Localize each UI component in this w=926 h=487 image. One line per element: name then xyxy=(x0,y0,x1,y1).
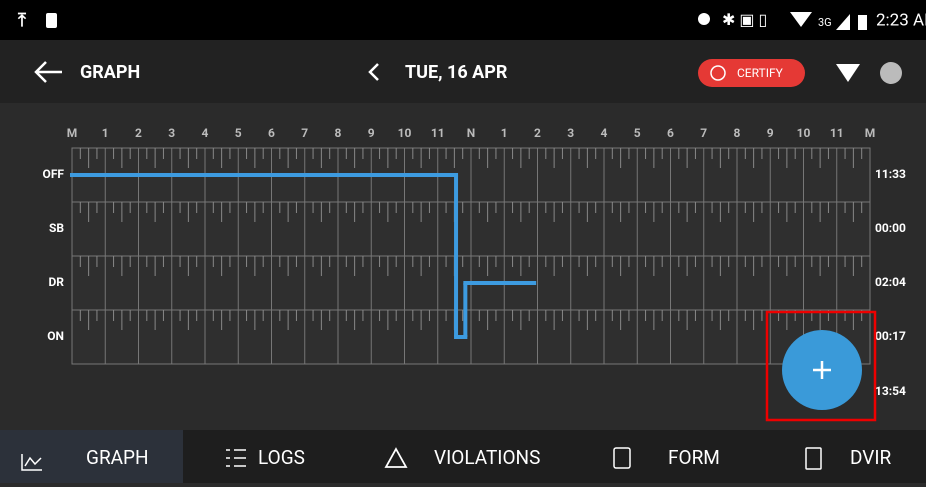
nav-tab[interactable]: VIOLATIONS xyxy=(434,446,540,469)
phone-icon xyxy=(46,13,57,28)
logs-icon xyxy=(226,449,246,467)
hour-label: 11 xyxy=(431,126,445,140)
row-label: ON xyxy=(47,329,64,343)
graph-icon xyxy=(21,454,42,471)
hour-label: 10 xyxy=(398,126,412,140)
row-label: DR xyxy=(49,275,65,289)
row-total: 00:00 xyxy=(875,221,906,235)
sync-button[interactable] xyxy=(880,62,902,84)
hour-label: 9 xyxy=(368,126,375,140)
hour-label: 7 xyxy=(700,126,707,140)
hour-label: 5 xyxy=(235,126,242,140)
hour-label: 6 xyxy=(667,126,674,140)
hour-label: 4 xyxy=(601,126,608,140)
graph: OFF 11:33 SB 00:00 DR 02:04 ON 00:17 13:54 M 1 2 3 4 5… xyxy=(43,126,906,398)
battery-icon xyxy=(858,15,867,30)
hour-label: 3 xyxy=(168,126,175,140)
header-title: GRAPH xyxy=(80,62,140,83)
row-total: 00:17 xyxy=(875,329,906,343)
upload-icon: ⤒ xyxy=(17,10,27,31)
wifi-icon xyxy=(790,12,812,27)
hour-label: 8 xyxy=(335,126,342,140)
row-label: SB xyxy=(49,221,64,235)
certify-label: CERTIFY xyxy=(737,66,784,80)
hour-label: M xyxy=(865,126,876,140)
hour-label: 2 xyxy=(534,126,541,140)
hour-label: 7 xyxy=(301,126,308,140)
status-icons: ✱ ▣ ▯ xyxy=(722,10,767,29)
hour-label: 2 xyxy=(135,126,142,140)
row-total: 02:04 xyxy=(875,275,906,289)
time: 2:23 AM xyxy=(876,10,926,30)
nav-tab[interactable]: LOGS xyxy=(258,446,305,469)
row-label: OFF xyxy=(43,167,65,181)
signal-icon xyxy=(836,14,850,30)
wifi-icon xyxy=(836,64,860,82)
violations-icon xyxy=(384,447,408,468)
add-icon xyxy=(813,361,831,379)
hour-label: 5 xyxy=(634,126,641,140)
network: 3G xyxy=(818,16,832,29)
back-button[interactable] xyxy=(34,61,62,83)
location-icon xyxy=(698,13,710,25)
nav-tab[interactable]: DVIR xyxy=(850,446,892,469)
nav-tab[interactable]: FORM xyxy=(668,446,720,469)
prev-day[interactable] xyxy=(368,63,379,81)
hour-label: 8 xyxy=(734,126,741,140)
hour-label: 1 xyxy=(102,126,109,140)
hour-label: 4 xyxy=(202,126,209,140)
row-total: 11:33 xyxy=(875,167,906,181)
status-bar xyxy=(0,0,926,40)
form-icon xyxy=(613,447,631,469)
highlight-box xyxy=(765,310,877,422)
dvir-icon xyxy=(805,447,822,470)
certify-icon xyxy=(710,65,726,81)
hour-label: 6 xyxy=(268,126,275,140)
hour-label: N xyxy=(467,126,475,140)
hour-label: 11 xyxy=(830,126,844,140)
date: TUE, 16 APR xyxy=(405,62,508,83)
hour-label: 9 xyxy=(767,126,774,140)
hour-label: 3 xyxy=(567,126,574,140)
certify-button[interactable] xyxy=(698,59,805,87)
total: 13:54 xyxy=(875,384,906,398)
active-tab xyxy=(0,430,183,483)
nav-tab[interactable]: GRAPH xyxy=(86,446,149,469)
hour-label: 10 xyxy=(797,126,811,140)
hour-label: 1 xyxy=(501,126,508,140)
hour-label: M xyxy=(67,126,78,140)
